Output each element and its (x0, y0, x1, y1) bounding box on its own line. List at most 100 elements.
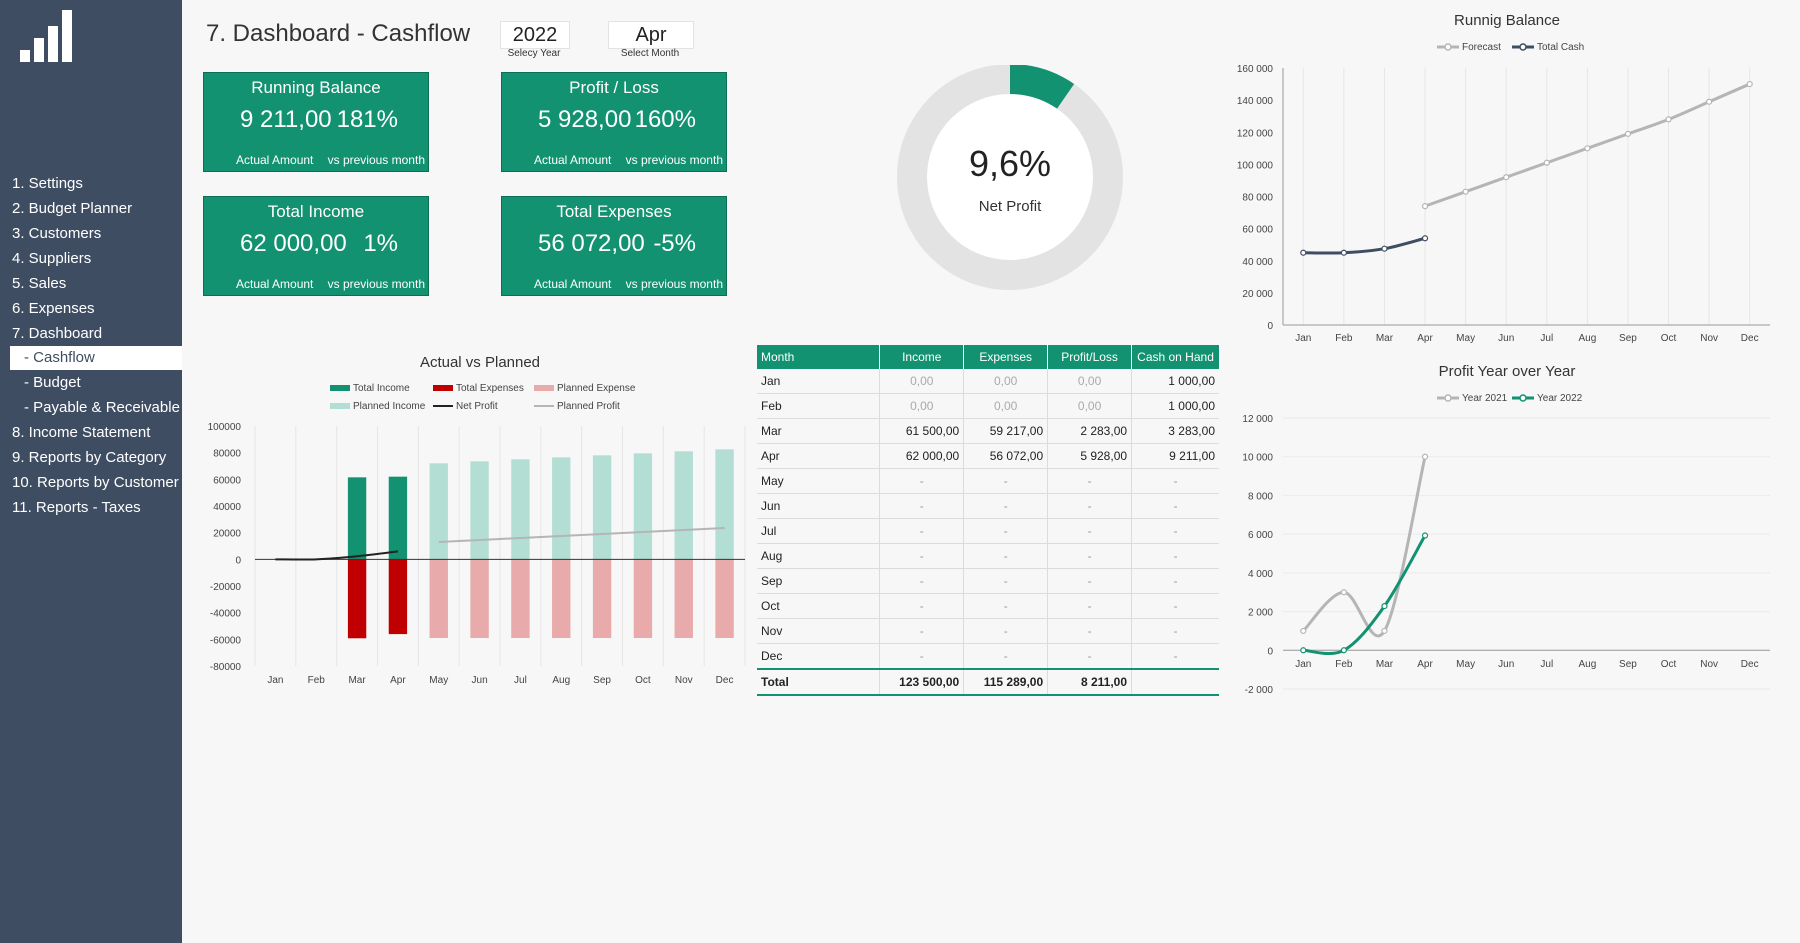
cell-profit-loss: - (1047, 493, 1132, 519)
cell-profit-loss: - (1047, 618, 1132, 644)
cell-income: - (879, 643, 964, 670)
cell-cash-on-hand: - (1131, 543, 1219, 569)
table-row: Oct - - - - (757, 593, 1219, 619)
legend-label: Total Cash (1537, 42, 1584, 53)
series-point (1421, 203, 1429, 210)
cell-cash-on-hand: - (1131, 618, 1219, 644)
year-selector[interactable]: 2022 (500, 21, 570, 49)
nav-cashflow[interactable]: - Cashflow (10, 346, 182, 370)
nav-dashboard[interactable]: 7. Dashboard (12, 325, 103, 342)
cell-cash-on-hand: - (1131, 643, 1219, 670)
kpi-value-label: Actual Amount (534, 153, 612, 167)
bar (592, 559, 612, 638)
table-row: Feb 0,00 0,00 0,00 1 000,00 (757, 393, 1219, 419)
legend-label: Total Income (353, 383, 410, 394)
cell-total-income: 123 500,00 (879, 668, 964, 696)
y-tick-label: 100 000 (1237, 160, 1274, 171)
series-point (1543, 159, 1550, 166)
table-total-row: Total 123 500,00 115 289,00 8 211,00 (757, 668, 1219, 696)
x-tick-label: Jun (1498, 333, 1514, 344)
y-tick-label: -60000 (210, 635, 242, 646)
x-tick-label: Jul (1540, 333, 1553, 344)
cell-total-expenses: 115 289,00 (963, 668, 1048, 696)
cell-total-label: Total (757, 668, 880, 696)
table-row: Dec - - - - (757, 643, 1219, 670)
cell-income: - (879, 593, 964, 619)
y-tick-label: 4 000 (1248, 569, 1273, 580)
cell-cash-on-hand: - (1131, 468, 1219, 494)
month-selector[interactable]: Apr (608, 21, 694, 49)
x-tick-label: May (1456, 333, 1475, 344)
table-row: Aug - - - - (757, 543, 1219, 569)
cell-total-cash-on-hand (1131, 668, 1219, 696)
legend-label: Year 2022 (1537, 393, 1583, 404)
chart-title-actual-vs-planned: Actual vs Planned (419, 354, 541, 371)
cell-month: May (757, 468, 880, 494)
kpi-percent: 181% (336, 106, 398, 133)
x-tick-label: Nov (1700, 333, 1718, 344)
cell-profit-loss: - (1047, 593, 1132, 619)
cell-month: Mar (757, 418, 880, 444)
x-tick-label: Feb (1335, 333, 1353, 344)
x-tick-label: Feb (308, 675, 326, 686)
cell-income: 0,00 (879, 393, 964, 419)
cell-expenses: - (963, 618, 1048, 644)
series-point (1300, 647, 1307, 654)
y-tick-label: 40000 (213, 502, 241, 513)
nav-suppliers[interactable]: 4. Suppliers (12, 250, 92, 267)
x-tick-label: Oct (1661, 333, 1677, 344)
legend-marker (1444, 43, 1452, 51)
series-point (1665, 116, 1672, 123)
y-tick-label: 6 000 (1248, 530, 1273, 541)
nav-payable-receivable[interactable]: - Payable & Receivable (24, 399, 180, 416)
y-tick-label: -2 000 (1245, 685, 1274, 696)
cell-profit-loss: - (1047, 468, 1132, 494)
sidebar: 1. Settings 2. Budget Planner 3. Custome… (0, 0, 182, 943)
x-tick-label: May (429, 675, 448, 686)
cell-income: - (879, 543, 964, 569)
bar (552, 457, 571, 560)
nav-budget-planner[interactable]: 2. Budget Planner (12, 200, 133, 217)
y-tick-label: 40 000 (1242, 257, 1273, 268)
x-tick-label: Dec (716, 675, 734, 686)
kpi-value: 9 211,00 (240, 106, 332, 133)
x-tick-label: Aug (552, 675, 570, 686)
bar (633, 453, 653, 560)
legend-label: Net Profit (456, 401, 498, 412)
table-row: Mar 61 500,00 59 217,00 2 283,00 3 283,00 (757, 418, 1219, 444)
cell-month: Feb (757, 393, 880, 419)
y-tick-label: 2 000 (1248, 608, 1273, 619)
series-line (1303, 534, 1427, 656)
cell-month: Sep (757, 568, 880, 594)
x-tick-label: May (1456, 659, 1475, 670)
nav-income-statement[interactable]: 8. Income Statement (12, 424, 151, 441)
cell-expenses: - (963, 543, 1048, 569)
y-tick-label: 12 000 (1242, 414, 1273, 425)
year-selector-label: Selecy Year (507, 48, 561, 59)
nav-reports-by-customer[interactable]: 10. Reports by Customer (12, 474, 179, 491)
bar (715, 559, 734, 638)
table-row: Jan 0,00 0,00 0,00 1 000,00 (757, 369, 1219, 394)
nav-customers[interactable]: 3. Customers (12, 225, 102, 242)
bar (429, 463, 448, 560)
nav-sales[interactable]: 5. Sales (12, 275, 67, 292)
y-tick-label: 20000 (213, 529, 241, 540)
legend-label: Planned Expense (557, 383, 636, 394)
x-tick-label: Sep (593, 675, 611, 686)
nav-reports-by-category[interactable]: 9. Reports by Category (12, 449, 167, 466)
legend-label: Year 2021 (1462, 393, 1508, 404)
bar (347, 559, 367, 639)
series-point (1706, 98, 1713, 105)
y-tick-label: -20000 (210, 582, 242, 593)
x-tick-label: Nov (1700, 659, 1718, 670)
nav-settings[interactable]: 1. Settings (12, 175, 83, 192)
nav-budget[interactable]: - Budget (24, 374, 81, 391)
nav-reports-taxes[interactable]: 11. Reports - Taxes (12, 499, 141, 516)
y-tick-label: 10 000 (1242, 453, 1273, 464)
y-tick-label: 60 000 (1242, 225, 1273, 236)
cell-income: - (879, 493, 964, 519)
nav-expenses[interactable]: 6. Expenses (12, 300, 95, 317)
profit-yoy-chart: Year 2021 Year 2022 12 000 10 000 8 000 6 000… (1242, 393, 1770, 696)
cell-profit-loss: - (1047, 518, 1132, 544)
x-tick-label: Aug (1578, 333, 1596, 344)
